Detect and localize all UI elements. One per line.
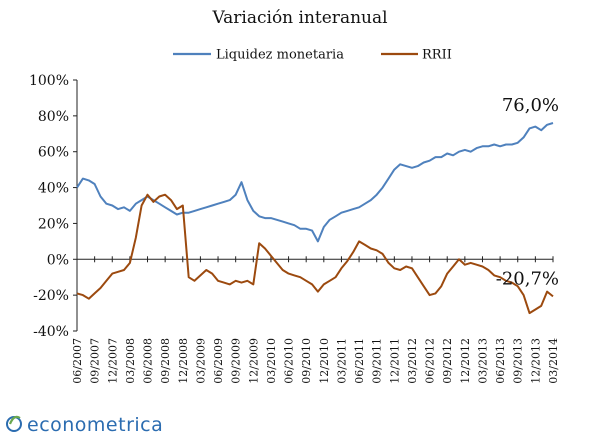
- annotations: 76,0% -20,7%: [496, 95, 559, 289]
- y-tick-label: 100%: [29, 73, 69, 89]
- x-tick-label: 03/2009: [194, 338, 207, 384]
- x-tick-label: 06/2010: [283, 338, 296, 384]
- y-axis: 100% 80% 60% 40% 20% 0% -20% -40%: [29, 73, 78, 340]
- logo-text: econometrica: [27, 414, 163, 436]
- y-tick-label: 0%: [47, 252, 69, 268]
- x-tick-label: 09/2011: [371, 338, 384, 384]
- x-tick-label: 09/2008: [159, 338, 172, 384]
- x-tick-label: 12/2013: [529, 338, 542, 384]
- x-tick-label: 06/2007: [71, 338, 84, 384]
- x-tick-label: 06/2013: [494, 338, 507, 384]
- x-tick-label: 06/2011: [353, 338, 366, 384]
- x-tick-label: 03/2013: [476, 338, 489, 384]
- logo: econometrica: [6, 414, 163, 436]
- logo-icon: [6, 415, 22, 432]
- x-tick-label: 09/2009: [230, 338, 243, 384]
- x-tick-label: 06/2009: [212, 338, 225, 384]
- liquidez-series-line: [76, 122, 554, 243]
- x-tick-label: 09/2007: [89, 338, 102, 384]
- x-tick-label: 09/2010: [300, 338, 313, 384]
- x-tick-label: 12/2009: [247, 338, 260, 384]
- rrii-series-line: [76, 193, 554, 315]
- y-tick-label: 20%: [38, 216, 69, 232]
- y-tick-label: 80%: [38, 109, 69, 125]
- y-tick-label: -20%: [33, 288, 69, 304]
- x-tick-label: 06/2008: [142, 338, 155, 384]
- x-tick-label: 12/2008: [177, 338, 190, 384]
- legend-label-liquidez: Liquidez monetaria: [216, 48, 344, 63]
- legend-label-rrii: RRII: [422, 48, 452, 63]
- x-tick-label: 12/2012: [459, 338, 472, 384]
- y-tick-label: 60%: [38, 145, 69, 161]
- x-tick-label: 03/2011: [335, 338, 348, 384]
- x-tick-label: 03/2014: [547, 338, 560, 384]
- y-tick-label: -40%: [33, 324, 69, 340]
- annotation-label: 76,0%: [502, 95, 559, 116]
- chart-title: Variación interanual: [211, 8, 387, 28]
- annotation-label: -20,7%: [496, 268, 559, 289]
- legend: Liquidez monetaria RRII: [173, 48, 452, 63]
- x-tick-label: 12/2011: [388, 338, 401, 384]
- x-tick-label: 12/2007: [106, 338, 119, 384]
- x-tick-label: 06/2012: [424, 338, 437, 384]
- x-tick-label: 03/2008: [124, 338, 137, 384]
- y-tick-label: 40%: [38, 181, 69, 197]
- x-tick-label: 09/2012: [441, 338, 454, 384]
- x-tick-label: 03/2012: [406, 338, 419, 384]
- x-tick-label: 03/2010: [265, 338, 278, 384]
- x-axis: 06/2007 09/2007 12/2007 03/2008 06/2008 09/20…: [71, 256, 560, 384]
- plot-lines: [76, 122, 554, 315]
- x-tick-label: 12/2010: [318, 338, 331, 384]
- x-tick-label: 09/2013: [512, 338, 525, 384]
